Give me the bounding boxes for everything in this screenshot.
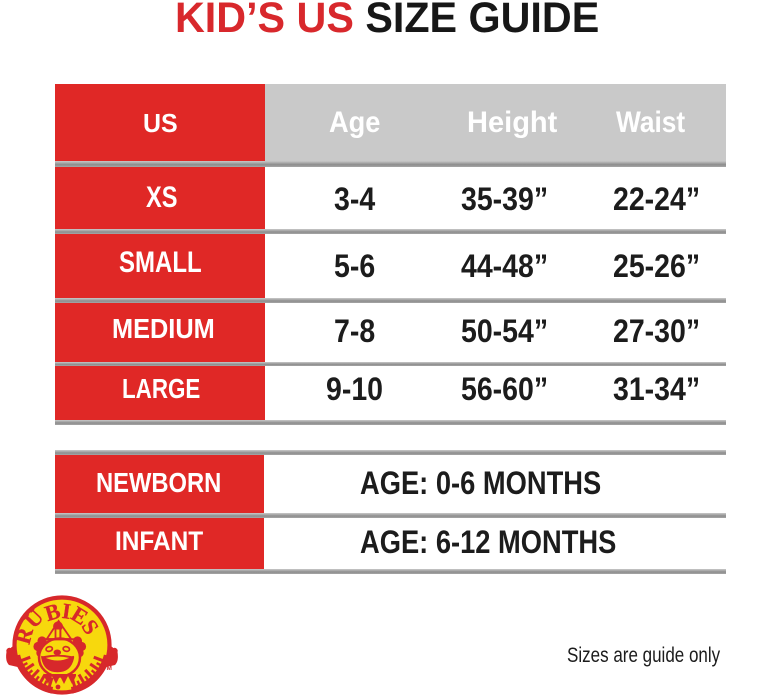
svg-text:TM: TM <box>103 665 112 672</box>
svg-text:I: I <box>61 598 73 624</box>
